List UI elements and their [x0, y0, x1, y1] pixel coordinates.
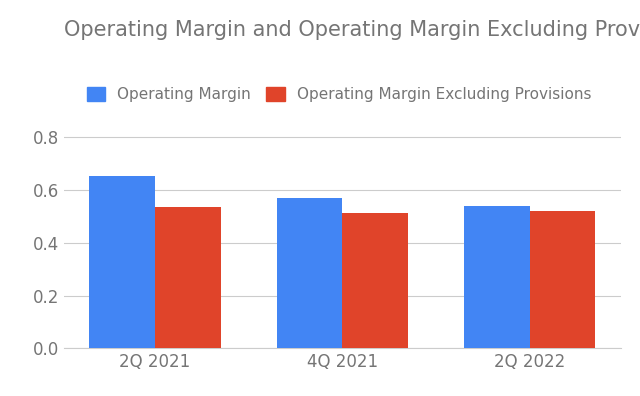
Bar [276, 198, 342, 348]
Bar [464, 206, 530, 348]
Bar [90, 175, 155, 348]
Bar [530, 211, 595, 348]
Legend: Operating Margin, Operating Margin Excluding Provisions: Operating Margin, Operating Margin Exclu… [87, 87, 591, 102]
Bar [155, 207, 221, 348]
Bar [342, 213, 408, 348]
Text: Operating Margin and Operating Margin Excluding Provisions: Operating Margin and Operating Margin Ex… [64, 20, 640, 40]
